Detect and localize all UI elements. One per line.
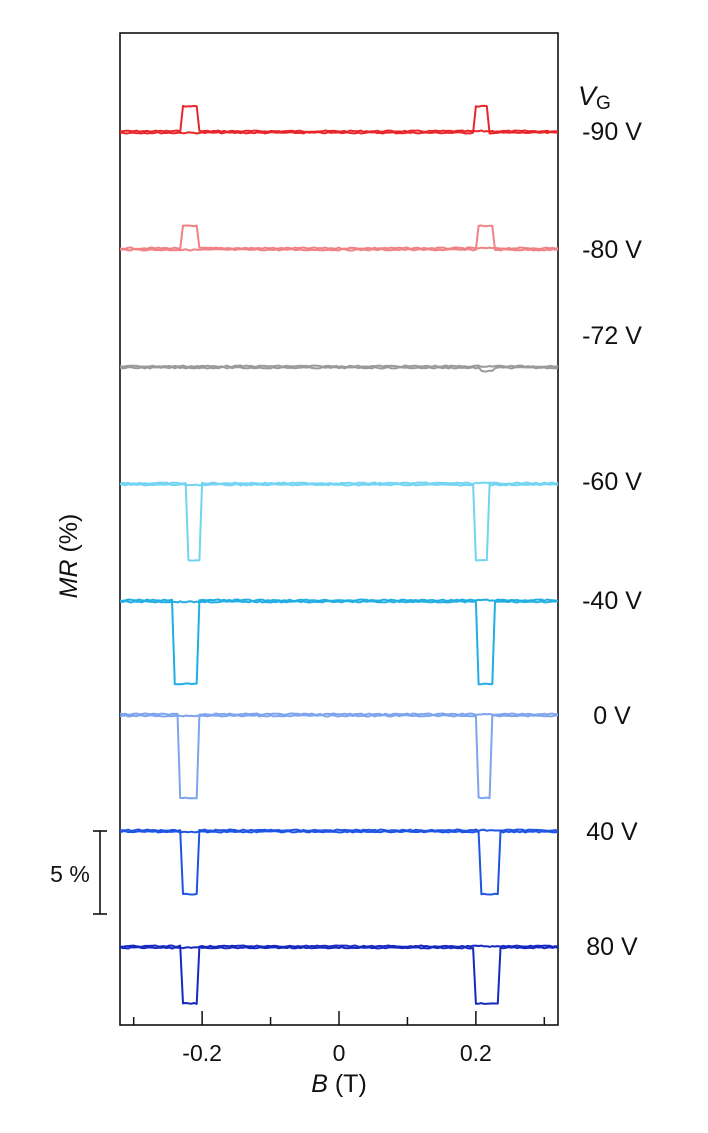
x-axis-title: B (T) <box>311 1070 367 1098</box>
series-1-sweep-2 <box>119 104 559 135</box>
series-4-sweep-1 <box>119 481 559 562</box>
series-3 <box>119 364 559 373</box>
legend-title-symbol: V <box>578 81 599 111</box>
y-axis-title-symbol: MR <box>55 559 83 598</box>
gate-voltage-label-1: -90 V <box>582 118 642 146</box>
series-5 <box>119 598 559 686</box>
series-2-sweep-2 <box>119 224 559 252</box>
gate-voltage-label-3: -72 V <box>582 322 642 350</box>
series-7-sweep-1 <box>119 828 559 896</box>
x-tick-label-2: 0 <box>333 1040 346 1066</box>
series-8-sweep-2 <box>119 946 559 1005</box>
x-ticks-group <box>132 1011 546 1025</box>
series-5-sweep-1 <box>119 598 559 686</box>
x-tick-labels-group: -0.2 0 0.2 <box>182 1040 492 1066</box>
gate-voltage-label-4: -60 V <box>582 468 642 496</box>
series-6 <box>119 712 559 800</box>
scale-bar-label: 5 % <box>50 861 90 887</box>
traces-group <box>119 104 559 1005</box>
legend-title-subscript: G <box>596 93 611 114</box>
series-2 <box>119 224 559 252</box>
gate-voltage-label-2: -80 V <box>582 236 642 264</box>
series-4-sweep-2 <box>119 483 559 562</box>
series-6-sweep-2 <box>119 714 558 800</box>
series-6-sweep-1 <box>119 712 559 800</box>
y-axis-title-unit: (%) <box>55 514 83 560</box>
y-axis-title: MR (%) <box>55 514 83 599</box>
series-7-sweep-2 <box>119 830 559 896</box>
series-5-sweep-2 <box>120 600 559 686</box>
series-3-sweep-1 <box>119 364 559 368</box>
series-2-sweep-1 <box>119 224 559 250</box>
series-7 <box>119 828 559 896</box>
series-8 <box>119 944 559 1005</box>
gate-voltage-label-8: 80 V <box>586 933 638 961</box>
x-axis-title-unit: (T) <box>328 1070 367 1098</box>
gate-voltage-label-7: 40 V <box>586 818 638 846</box>
series-8-sweep-1 <box>119 944 559 1005</box>
gate-voltage-label-5: -40 V <box>582 587 642 615</box>
x-tick-label-1: -0.2 <box>182 1040 222 1066</box>
x-tick-label-3: 0.2 <box>460 1040 492 1066</box>
scale-bar <box>93 830 107 915</box>
series-3-sweep-2 <box>119 366 559 373</box>
legend-title: VG <box>578 81 611 114</box>
series-1 <box>119 104 559 135</box>
plot-frame <box>119 32 559 1026</box>
gate-voltage-label-6: 0 V <box>593 702 631 730</box>
series-4 <box>119 481 559 562</box>
gate-voltage-labels-group: -90 V -80 V -72 V -60 V -40 V 0 V 40 V 80 V <box>582 118 642 961</box>
x-axis-title-symbol: B <box>311 1070 328 1098</box>
series-1-sweep-1 <box>119 104 559 133</box>
